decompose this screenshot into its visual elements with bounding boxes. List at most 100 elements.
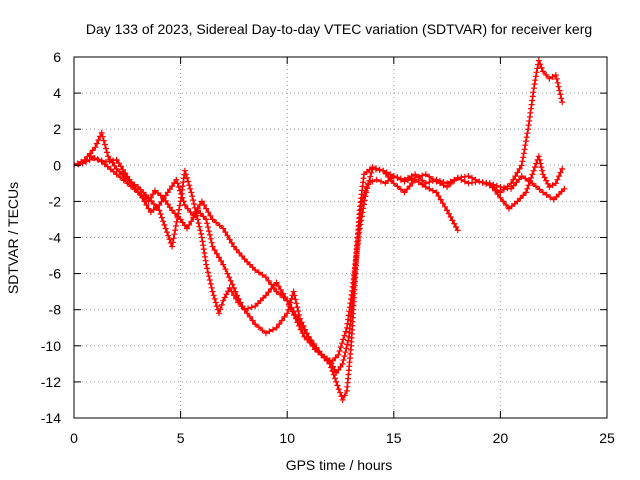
data-point — [536, 156, 543, 163]
data-point — [273, 288, 280, 295]
data-point — [229, 281, 236, 288]
data-point — [415, 173, 422, 180]
y-tick-label: 6 — [53, 49, 61, 65]
data-point — [510, 182, 517, 189]
data-point — [117, 163, 124, 170]
data-point — [147, 194, 154, 201]
data-point — [310, 341, 317, 347]
data-point — [422, 180, 429, 187]
data-point — [239, 303, 246, 310]
data-point — [326, 360, 333, 367]
data-point — [369, 178, 376, 185]
data-point — [360, 205, 367, 212]
data-point — [156, 207, 163, 214]
data-point — [518, 162, 525, 169]
data-point — [211, 295, 218, 302]
tick-labels: 0 5 10 15 20 25 -14 -12 -10 -8 -6 -4 -2 0 2 4 6 — [41, 49, 615, 446]
data-point — [547, 194, 554, 201]
data-point — [544, 180, 551, 187]
y-axis-label: SDTVAR / TECUs — [5, 182, 21, 294]
data-point — [558, 188, 565, 195]
data-point — [338, 393, 345, 400]
data-point — [254, 300, 261, 307]
data-point — [237, 299, 244, 306]
data-point — [241, 306, 248, 313]
data-point — [335, 351, 342, 358]
data-point — [530, 89, 537, 96]
data-point — [205, 228, 212, 235]
data-point — [273, 279, 280, 286]
data-point — [220, 297, 227, 304]
data-point — [87, 150, 93, 157]
data-point — [245, 305, 252, 312]
data-point — [205, 209, 212, 216]
data-point — [341, 392, 348, 399]
data-point — [523, 189, 529, 196]
data-point — [318, 351, 325, 358]
data-point — [288, 304, 295, 311]
data-point — [559, 99, 566, 106]
y-tick-label: -8 — [49, 302, 62, 318]
data-point — [145, 205, 152, 212]
data-point — [198, 230, 205, 237]
data-point — [440, 182, 447, 189]
data-point — [113, 171, 120, 178]
data-point — [520, 154, 527, 161]
data-point — [221, 294, 228, 301]
data-point — [358, 213, 365, 220]
data-point — [301, 326, 308, 333]
data-point — [92, 144, 99, 151]
data-point — [373, 176, 380, 183]
data-point — [178, 191, 185, 198]
data-point — [305, 333, 312, 340]
data-point — [330, 363, 336, 370]
data-point — [433, 178, 440, 185]
data-point — [260, 295, 267, 301]
data-point — [345, 337, 352, 344]
data-point — [543, 72, 550, 78]
data-point — [380, 167, 387, 174]
data-point — [383, 169, 390, 176]
data-point — [514, 169, 521, 176]
data-point — [390, 180, 397, 187]
data-point — [182, 171, 189, 178]
data-point — [408, 176, 415, 183]
data-point — [293, 300, 300, 307]
data-point — [236, 249, 243, 256]
data-point — [554, 176, 561, 183]
data-point — [169, 183, 176, 190]
data-point — [291, 292, 298, 299]
data-point — [357, 221, 364, 228]
data-point — [442, 203, 448, 210]
data-point — [218, 301, 225, 308]
data-point — [99, 133, 106, 140]
data-point — [521, 146, 528, 153]
series-track-3 — [74, 155, 568, 367]
data-point — [189, 193, 196, 200]
data-point — [156, 202, 163, 208]
data-point — [244, 310, 251, 317]
data-point — [556, 173, 562, 180]
data-point — [405, 177, 411, 184]
data-point — [203, 205, 210, 212]
data-point — [173, 218, 180, 225]
data-point — [546, 75, 553, 82]
series-track-4 — [486, 153, 566, 212]
data-point — [444, 207, 451, 214]
data-point — [160, 218, 167, 225]
data-point — [224, 270, 231, 277]
grid — [74, 57, 607, 418]
data-point — [197, 210, 204, 217]
data-point — [207, 212, 214, 219]
data-point — [90, 155, 97, 162]
data-point — [321, 354, 328, 361]
data-point — [216, 310, 222, 317]
data-point — [172, 223, 179, 229]
data-point — [555, 83, 562, 90]
data-point — [164, 189, 171, 196]
data-point — [180, 198, 187, 205]
data-point — [157, 211, 164, 217]
data-point — [303, 330, 310, 337]
data-point — [184, 174, 190, 181]
data-point — [176, 202, 183, 209]
